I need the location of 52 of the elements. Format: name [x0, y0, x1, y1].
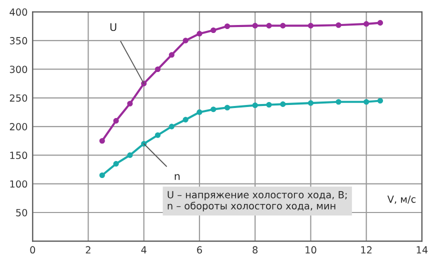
point	[196, 109, 202, 115]
x-tick-label: 8	[252, 246, 258, 254]
y-tick-label: 150	[10, 152, 28, 160]
point	[364, 21, 370, 27]
point	[224, 23, 230, 30]
y-tick-label: 300	[10, 66, 28, 74]
point	[182, 116, 188, 122]
point	[127, 100, 133, 106]
point	[336, 22, 342, 28]
point	[99, 172, 105, 178]
point	[99, 138, 105, 144]
y-tick-label: 50	[16, 208, 28, 216]
point	[210, 106, 216, 112]
point	[113, 118, 119, 124]
x-tick-label: 10	[306, 246, 316, 254]
x-tick-label: 4	[141, 246, 146, 254]
point	[127, 152, 133, 158]
point	[266, 102, 272, 108]
point	[308, 100, 314, 106]
x-tick-label: 12	[361, 246, 372, 254]
point	[377, 20, 384, 26]
point	[154, 66, 161, 72]
annotation: U – напряжение холостого хода, В; n – обороты холостого хода, мин	[168, 191, 347, 212]
point	[224, 104, 230, 110]
point	[182, 38, 188, 44]
y-tick-label: 200	[10, 123, 28, 130]
x-tick-label: 0	[30, 246, 36, 254]
x-tick-label: 6	[197, 246, 202, 254]
point	[168, 124, 174, 130]
point	[210, 27, 216, 34]
y-tick-label: 400	[10, 8, 28, 16]
y-tick-label: 350	[10, 37, 28, 44]
point	[280, 101, 286, 107]
point	[308, 22, 314, 28]
point	[336, 99, 342, 105]
point	[364, 99, 370, 105]
point	[154, 132, 161, 138]
point	[113, 161, 119, 167]
point	[252, 102, 258, 108]
text: n	[174, 174, 180, 180]
point	[377, 98, 384, 104]
point	[280, 22, 286, 28]
point	[266, 22, 272, 28]
x-tick-label: 14	[416, 246, 428, 254]
x-axis-title: V, м/с	[387, 196, 416, 204]
y-tick-label: 100	[10, 180, 28, 188]
x-tick-label: 2	[86, 246, 90, 254]
point	[252, 22, 258, 28]
y-tick-label: 250	[10, 94, 28, 102]
point	[168, 52, 174, 58]
point	[196, 30, 202, 36]
text: U	[110, 23, 116, 32]
